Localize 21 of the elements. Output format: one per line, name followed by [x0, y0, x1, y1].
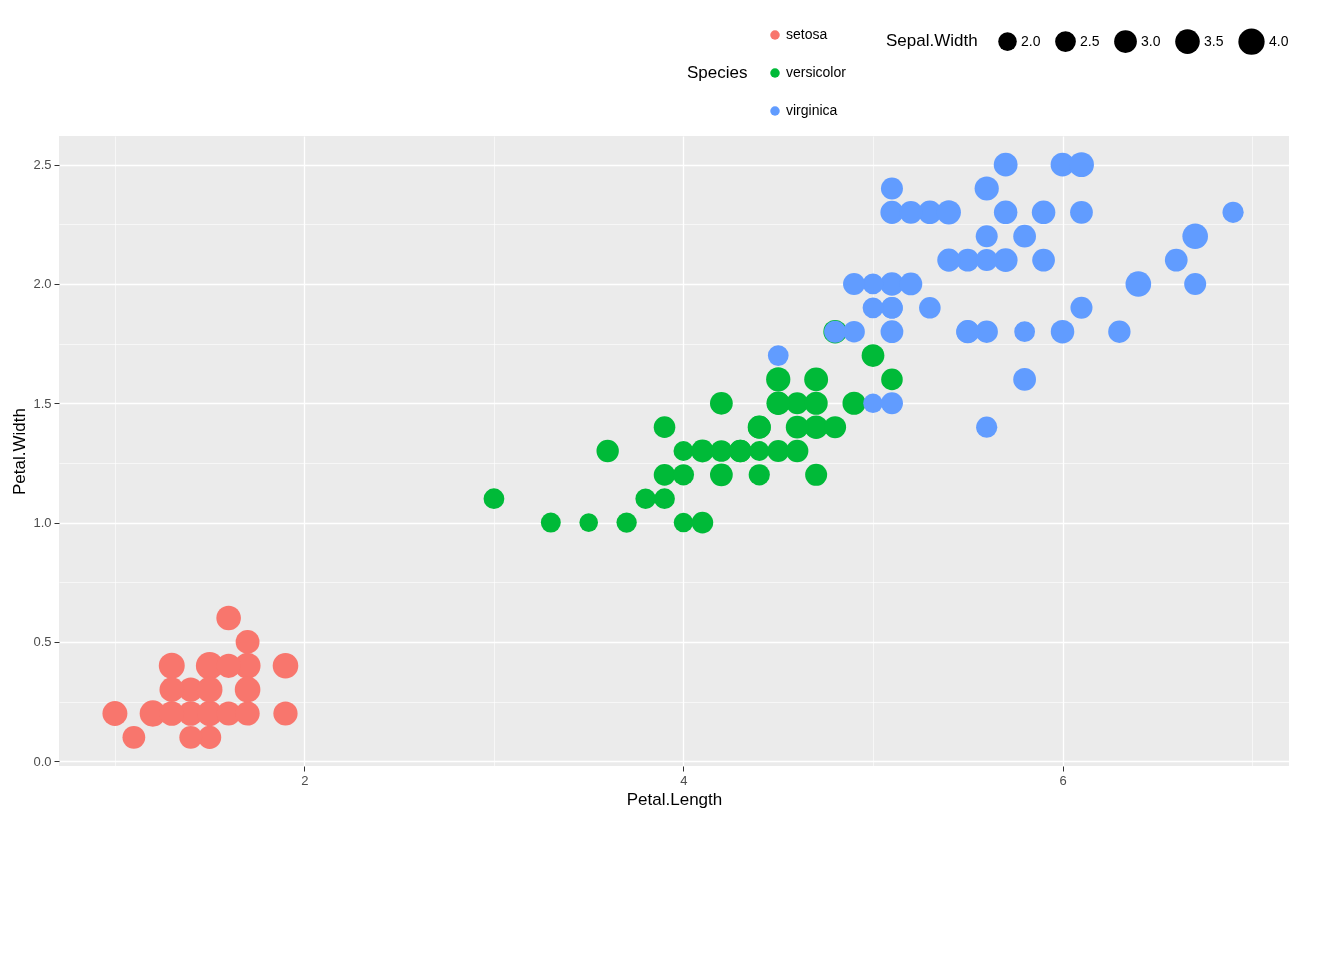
x-axis-title: Petal.Length: [626, 789, 723, 809]
y-tick-label: 1.0: [33, 515, 52, 531]
legend-label: 3.5: [1204, 32, 1224, 49]
y-tick-label: 1.5: [33, 395, 52, 411]
y-axis-title: Petal.Width: [10, 408, 30, 495]
x-tick-label: 6: [1059, 772, 1067, 788]
legend-label: virginica: [786, 102, 838, 118]
y-tick-label: 2.5: [33, 157, 52, 173]
legend-label: 2.0: [1021, 32, 1041, 49]
x-tick-label: 2: [301, 772, 309, 788]
y-tick-label: 2.0: [33, 276, 52, 292]
y-tick-label: 0.5: [33, 634, 52, 650]
legend-label: versicolor: [786, 64, 847, 80]
legend-label: 3.0: [1141, 32, 1161, 49]
x-tick-label: 4: [680, 772, 688, 788]
legend-label: setosa: [786, 26, 828, 42]
legend-title: Species: [687, 63, 748, 82]
text: Sepal.Width: [886, 31, 978, 50]
legend-label: 4.0: [1269, 32, 1289, 49]
y-tick-label: 0.0: [33, 753, 52, 769]
legend-label: 2.5: [1080, 32, 1100, 49]
